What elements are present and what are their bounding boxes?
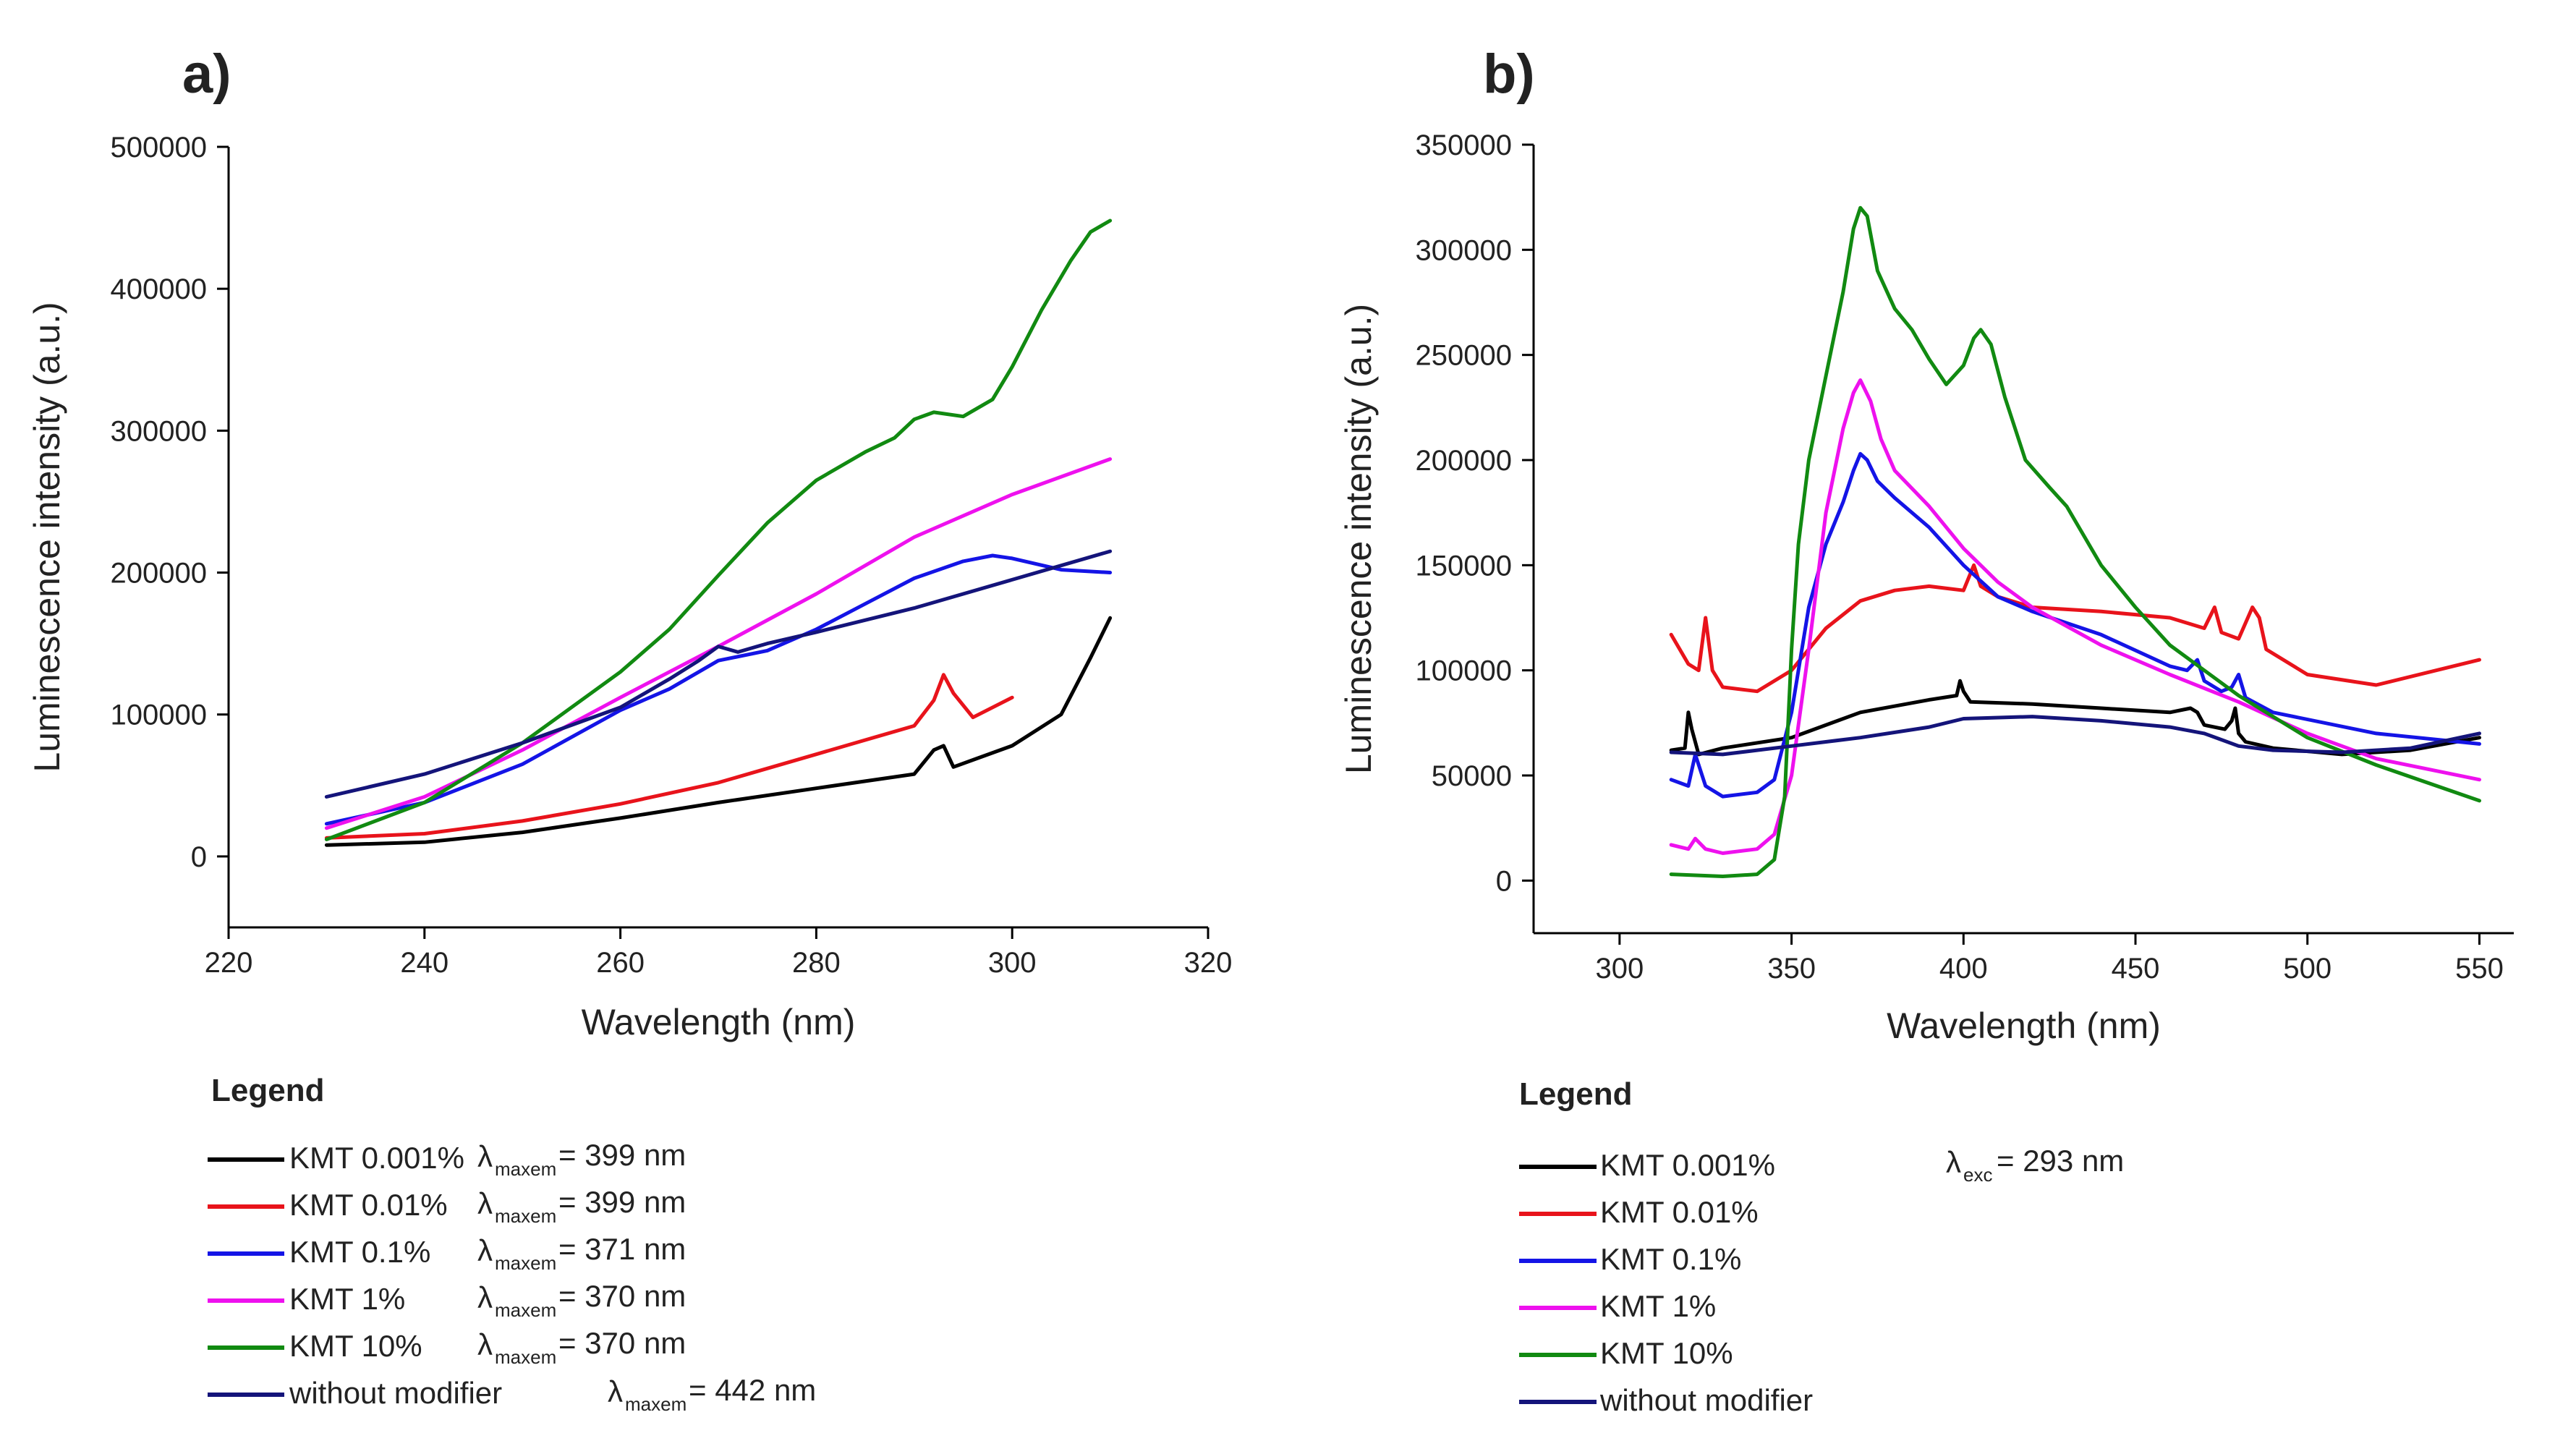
x-tick-label: 240 <box>400 947 449 979</box>
lambda-value: = 371 nm <box>558 1232 686 1266</box>
panel-b-chart: b) 300 350 400 450 500 550 0 50000 100000 150000 20… <box>1338 43 2514 1417</box>
series-line-kmt-0-001- <box>1669 679 2481 757</box>
lambda-value: = 399 nm <box>558 1138 686 1172</box>
panel-a-chart: a) 220 240 260 280 300 320 0 100000 200000 300000 4… <box>27 43 1232 1415</box>
x-axis-label: Wavelength (nm) <box>1887 1006 2161 1046</box>
lambda-value: = 370 nm <box>558 1279 686 1313</box>
x-axis-label: Wavelength (nm) <box>582 1002 856 1042</box>
lambda-symbol: λ <box>1946 1145 1961 1179</box>
x-tick-label: 400 <box>1939 953 1988 985</box>
lambda-symbol: λ <box>477 1186 493 1220</box>
panel-label: b) <box>1483 43 1535 105</box>
lambda-symbol: λ <box>477 1233 493 1267</box>
lambda-subscript: maxem <box>495 1252 556 1274</box>
series-line-without-modifier <box>1669 715 2481 757</box>
legend-label: KMT 0.01% <box>289 1188 448 1222</box>
y-tick-label: 150000 <box>1416 550 1512 582</box>
legend-label: KMT 10% <box>289 1329 422 1363</box>
x-tick-label: 260 <box>596 947 645 979</box>
legend-title: Legend <box>1519 1076 1632 1112</box>
y-tick-label: 300000 <box>111 415 207 447</box>
lambda-subscript: exc <box>1963 1164 1992 1186</box>
y-tick-label: 500000 <box>111 132 207 163</box>
y-axis-label: Luminescence intensity (a.u.) <box>27 302 67 772</box>
y-tick-label: 0 <box>1496 865 1512 897</box>
legend-label: KMT 10% <box>1600 1336 1733 1370</box>
y-tick-label: 250000 <box>1416 340 1512 372</box>
y-axis-label: Luminescence intensity (a.u.) <box>1338 304 1379 774</box>
legend-label: KMT 0.01% <box>1600 1195 1759 1229</box>
series-line-without-modifier <box>324 549 1113 799</box>
x-tick-label: 500 <box>2283 953 2331 985</box>
legend-label: KMT 0.001% <box>289 1141 464 1175</box>
lambda-symbol: λ <box>608 1374 623 1408</box>
legend-label: KMT 0.1% <box>289 1235 430 1269</box>
x-tick-label: 350 <box>1767 953 1816 985</box>
y-tick-label: 200000 <box>1416 445 1512 477</box>
legend-label: without modifier <box>289 1376 502 1410</box>
lambda-symbol: λ <box>477 1139 493 1173</box>
y-tick-label: 200000 <box>111 558 207 590</box>
lambda-subscript: maxem <box>495 1299 556 1321</box>
y-tick-label: 350000 <box>1416 129 1512 161</box>
x-tick-label: 550 <box>2455 953 2504 985</box>
series-line-kmt-0-01- <box>324 673 1014 840</box>
series-line-kmt-0-1- <box>324 553 1113 826</box>
y-tick-label: 0 <box>191 841 207 873</box>
x-tick-label: 320 <box>1184 947 1233 979</box>
x-tick-label: 300 <box>1595 953 1644 985</box>
legend-label: KMT 0.001% <box>1600 1148 1775 1182</box>
x-tick-label: 300 <box>988 947 1037 979</box>
lambda-subscript: maxem <box>495 1205 556 1227</box>
x-tick-label: 450 <box>2112 953 2160 985</box>
series-line-kmt-10- <box>324 218 1113 841</box>
y-tick-label: 100000 <box>111 700 207 731</box>
legend-label: KMT 1% <box>289 1282 405 1316</box>
lambda-subscript: maxem <box>495 1346 556 1368</box>
x-tick-label: 280 <box>792 947 841 979</box>
series-line-kmt-0-01- <box>1669 563 2481 694</box>
lambda-symbol: λ <box>477 1280 493 1314</box>
series-line-kmt-1- <box>324 457 1113 830</box>
legend-label: without modifier <box>1599 1383 1813 1417</box>
y-tick-label: 50000 <box>1432 760 1512 792</box>
lambda-value: = 442 nm <box>689 1373 816 1407</box>
series-line-kmt-0-001- <box>324 616 1113 847</box>
legend-label: KMT 0.1% <box>1600 1242 1741 1276</box>
panel-label: a) <box>182 43 231 105</box>
y-tick-label: 400000 <box>111 273 207 305</box>
lambda-value: = 399 nm <box>558 1185 686 1219</box>
lambda-subscript: maxem <box>495 1158 556 1180</box>
legend-label: KMT 1% <box>1600 1289 1716 1323</box>
y-tick-label: 300000 <box>1416 234 1512 266</box>
lambda-subscript: maxem <box>625 1393 686 1415</box>
series-line-kmt-10- <box>1669 205 2481 878</box>
y-tick-label: 100000 <box>1416 655 1512 687</box>
lambda-symbol: λ <box>477 1327 493 1361</box>
lambda-value: = 370 nm <box>558 1326 686 1360</box>
lambda-value: = 293 nm <box>1997 1144 2124 1178</box>
series-line-kmt-1- <box>1669 378 2481 855</box>
x-tick-label: 220 <box>205 947 253 979</box>
legend-title: Legend <box>211 1073 324 1108</box>
